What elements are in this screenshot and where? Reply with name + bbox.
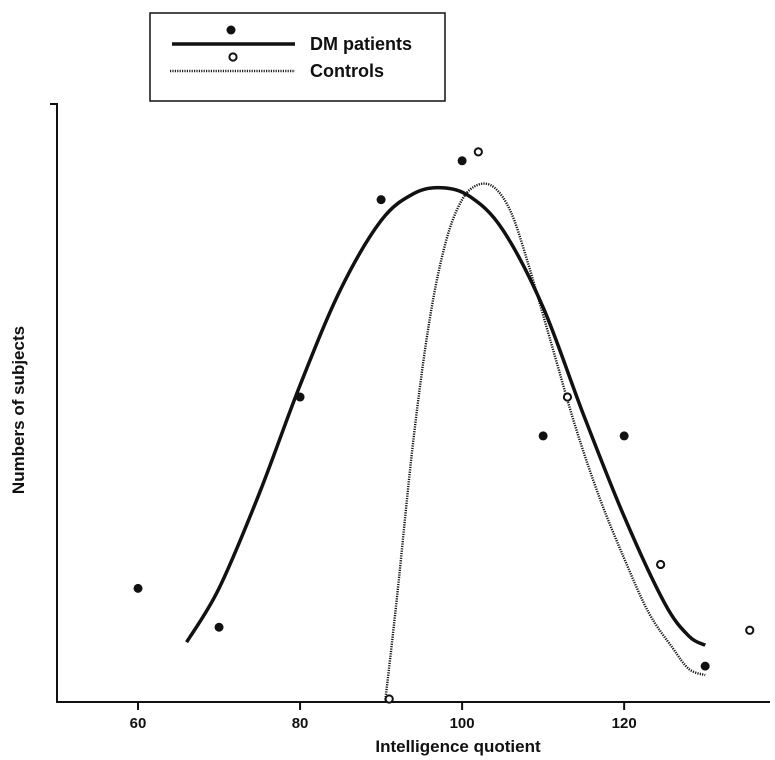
- data-point-controls: [384, 694, 394, 704]
- y-axis-label: Numbers of subjects: [9, 326, 28, 494]
- data-point-controls: [562, 392, 573, 402]
- data-point-dm: [619, 431, 629, 441]
- data-point-dm: [457, 156, 467, 166]
- x-tick-label: 100: [450, 715, 475, 732]
- data-point-dm: [133, 583, 143, 593]
- x-tick-label: 80: [292, 715, 309, 732]
- data-point-dm: [700, 661, 710, 671]
- x-tick-label: 120: [612, 715, 637, 732]
- data-point-dm: [295, 392, 305, 402]
- x-tick-labels: 60 80 100 120: [130, 715, 637, 732]
- fit-curves: [185, 182, 707, 703]
- legend-marker-controls: [228, 52, 238, 62]
- data-point-controls: [656, 559, 666, 570]
- data-point-dm: [214, 622, 224, 632]
- legend: DM patients Controls: [149, 12, 446, 102]
- legend-label-dm: DM patients: [310, 34, 412, 54]
- data-points: [133, 147, 755, 704]
- data-point-dm: [376, 195, 386, 205]
- data-point-dm: [538, 431, 548, 441]
- data-point-controls: [473, 147, 483, 157]
- x-ticks: [137, 702, 626, 710]
- x-axis-label: Intelligence quotient: [375, 737, 541, 756]
- axes: [50, 103, 770, 703]
- fit-curve-dm: [185, 185, 707, 647]
- fit-curve-controls: [383, 182, 706, 703]
- x-tick-label: 60: [130, 715, 147, 732]
- legend-label-controls: Controls: [310, 61, 384, 81]
- legend-marker-dm: [226, 25, 236, 35]
- legend-box: [149, 12, 446, 102]
- data-point-controls: [745, 625, 755, 635]
